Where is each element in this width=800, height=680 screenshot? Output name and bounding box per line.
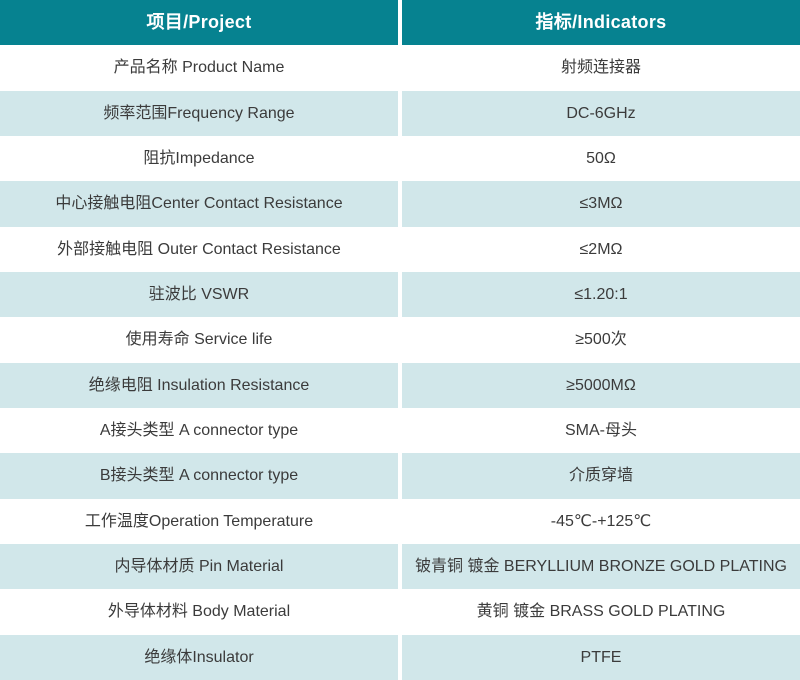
column-divider — [398, 407, 402, 454]
indicator-cell: ≤3MΩ — [579, 195, 623, 213]
table-row: 工作温度Operation Temperature -45℃-+125℃ — [0, 498, 800, 544]
indicator-cell: ≤2MΩ — [579, 240, 623, 258]
table-row: 绝缘电阻 Insulation Resistance ≥5000MΩ — [0, 362, 800, 408]
indicator-cell: 50Ω — [586, 150, 616, 168]
project-column-header: 项目/Project — [146, 11, 252, 32]
column-divider — [398, 634, 402, 680]
project-cell: B接头类型 A connector type — [99, 467, 299, 485]
indicator-cell: PTFE — [580, 648, 622, 666]
column-divider — [398, 90, 402, 136]
project-cell: 工作温度Operation Temperature — [84, 512, 314, 530]
project-cell: 频率范围Frequency Range — [103, 104, 295, 122]
project-cell: 驻波比 VSWR — [148, 286, 250, 304]
indicator-cell: 铍青铜 镀金 BERYLLIUM BRONZE GOLD PLATING — [415, 558, 787, 576]
indicator-cell: ≤1.20:1 — [574, 286, 628, 304]
table-row: B接头类型 A connector type 介质穿墙 — [0, 453, 800, 499]
indicators-column-header: 指标/Indicators — [535, 11, 667, 32]
table-row: 绝缘体Insulator PTFE — [0, 634, 800, 680]
project-cell: 外导体材料 Body Material — [107, 603, 291, 621]
indicator-cell: ≥500次 — [575, 331, 627, 349]
column-divider — [398, 226, 402, 272]
project-cell: 阻抗Impedance — [143, 150, 255, 168]
indicator-cell: DC-6GHz — [566, 104, 636, 122]
column-divider — [398, 543, 402, 590]
column-divider — [398, 498, 402, 544]
table-header-row: 项目/Project 指标/Indicators — [0, 0, 800, 46]
table-row: 外部接触电阻 Outer Contact Resistance ≤2MΩ — [0, 226, 800, 272]
column-divider — [398, 135, 402, 182]
column-divider — [398, 45, 402, 91]
project-cell: 外部接触电阻 Outer Contact Resistance — [57, 240, 341, 258]
project-cell: 绝缘体Insulator — [144, 648, 254, 666]
table-row: 阻抗Impedance 50Ω — [0, 135, 800, 182]
indicator-cell: ≥5000MΩ — [566, 376, 636, 394]
table-row: 中心接触电阻Center Contact Resistance ≤3MΩ — [0, 181, 800, 227]
column-divider — [398, 271, 402, 318]
table-row: 使用寿命 Service life ≥500次 — [0, 317, 800, 363]
column-divider — [398, 589, 402, 635]
project-cell: A接头类型 A connector type — [99, 422, 299, 440]
table-row: 驻波比 VSWR ≤1.20:1 — [0, 271, 800, 318]
project-cell: 绝缘电阻 Insulation Resistance — [88, 376, 310, 394]
indicator-cell: 射频连接器 — [560, 59, 641, 77]
project-cell: 使用寿命 Service life — [125, 331, 273, 349]
table-row: 内导体材质 Pin Material 铍青铜 镀金 BERYLLIUM BRONZ… — [0, 543, 800, 590]
column-divider — [398, 453, 402, 499]
project-cell: 产品名称 Product Name — [113, 59, 285, 77]
indicator-cell: SMA-母头 — [564, 422, 637, 440]
column-divider — [398, 181, 402, 227]
column-divider — [398, 0, 402, 46]
indicator-cell: 介质穿墙 — [568, 467, 633, 485]
table-row: 产品名称 Product Name 射频连接器 — [0, 45, 800, 91]
indicator-cell: 黄铜 镀金 BRASS GOLD PLATING — [476, 603, 726, 621]
project-cell: 内导体材质 Pin Material — [114, 558, 284, 576]
column-divider — [398, 362, 402, 408]
table-row: 外导体材料 Body Material 黄铜 镀金 BRASS GOLD PLAT… — [0, 589, 800, 635]
table-row: A接头类型 A connector type SMA-母头 — [0, 407, 800, 454]
project-cell: 中心接触电阻Center Contact Resistance — [55, 195, 343, 213]
table-row: 频率范围Frequency Range DC-6GHz — [0, 90, 800, 136]
column-divider — [398, 317, 402, 363]
indicator-cell: -45℃-+125℃ — [550, 512, 652, 530]
